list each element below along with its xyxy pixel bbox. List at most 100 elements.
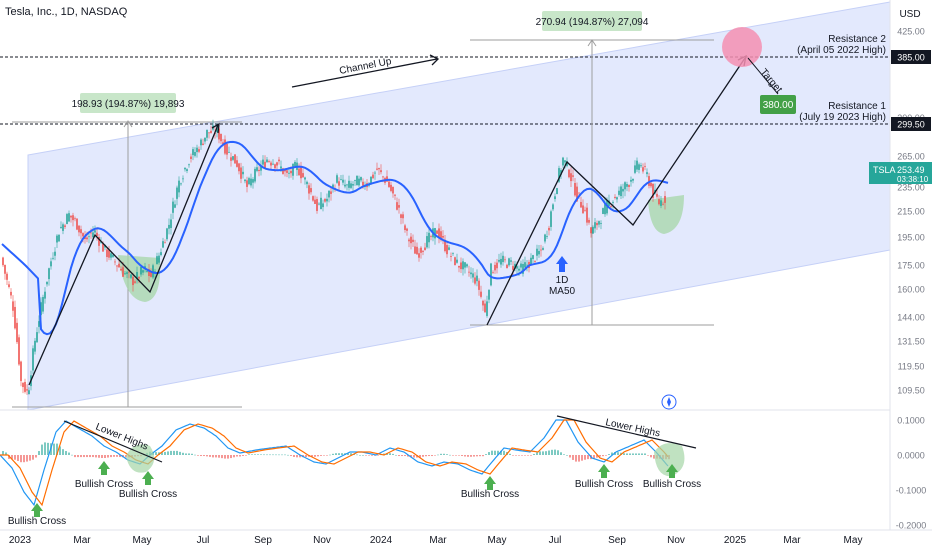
histogram-bar — [38, 451, 40, 455]
candle — [358, 175, 360, 188]
candle — [598, 220, 600, 228]
histogram-bar — [545, 451, 547, 455]
candle — [628, 184, 630, 192]
histogram-bar — [191, 453, 193, 455]
candle — [340, 174, 342, 181]
candle — [360, 176, 362, 183]
histogram-bar — [593, 455, 595, 459]
histogram-bar — [398, 455, 400, 457]
histogram-bar — [188, 453, 190, 455]
price-tick-label: 131.50 — [897, 337, 925, 347]
candle — [436, 229, 438, 234]
candle — [640, 162, 642, 168]
candle — [28, 387, 30, 395]
candle — [26, 384, 28, 395]
histogram-bar — [278, 454, 280, 456]
candle — [638, 162, 640, 174]
histogram-bar — [125, 455, 127, 458]
histogram-bar — [611, 452, 613, 455]
candle — [130, 273, 132, 280]
candle — [660, 196, 662, 209]
histogram-bar — [350, 453, 352, 455]
price-tick-label: 160.00 — [897, 285, 925, 295]
histogram-bar — [182, 452, 184, 455]
histogram-bar — [596, 455, 598, 458]
bullish-cross-arrow — [484, 476, 496, 490]
last-price-symbol: TSLA — [873, 165, 896, 175]
histogram-bar — [224, 455, 226, 459]
histogram-bar — [272, 454, 274, 456]
histogram-bar — [23, 455, 25, 463]
candle — [506, 263, 508, 269]
candle — [298, 163, 300, 176]
candle — [644, 162, 646, 171]
histogram-bar — [461, 455, 463, 456]
candle — [66, 212, 68, 225]
histogram-bar — [650, 455, 652, 458]
bullish-cross-arrow — [98, 461, 110, 475]
histogram-bar — [554, 449, 556, 455]
candle — [622, 183, 624, 199]
candle — [312, 195, 314, 202]
histogram-bar — [242, 455, 244, 456]
candle — [162, 237, 164, 249]
histogram-bar — [587, 455, 589, 460]
candle — [64, 223, 66, 229]
resistance-2-title: Resistance 2 — [828, 34, 886, 45]
bullish-cross-arrow — [142, 471, 154, 485]
candle — [394, 194, 396, 200]
price-axis-bg — [890, 0, 932, 530]
add-drawing-icon-glyph — [667, 397, 671, 407]
candle — [188, 163, 190, 168]
candle — [306, 180, 308, 189]
bullish-cross-label: Bullish Cross — [119, 489, 177, 500]
candle — [238, 162, 240, 175]
candle — [376, 162, 378, 171]
candle — [46, 281, 48, 287]
candle — [544, 233, 546, 244]
candle — [500, 252, 502, 268]
histogram-bar — [161, 452, 163, 455]
price-tick-label: 425.00 — [897, 27, 925, 37]
histogram-bar — [458, 455, 460, 456]
histogram-bar — [251, 454, 253, 455]
oscillator-macd-line — [0, 419, 669, 507]
candle — [336, 173, 338, 184]
candle — [80, 225, 82, 240]
candle — [8, 281, 10, 289]
candle — [472, 268, 474, 283]
histogram-bar — [584, 455, 586, 460]
candle — [454, 256, 456, 266]
candle — [314, 195, 316, 204]
candle — [390, 181, 392, 193]
candle — [326, 193, 328, 207]
candle — [624, 181, 626, 197]
histogram-bar — [230, 455, 232, 459]
histogram-bar — [365, 455, 367, 456]
candle — [178, 176, 180, 198]
histogram-bar — [77, 455, 79, 458]
candle — [552, 203, 554, 212]
histogram-bar — [239, 455, 241, 457]
candle — [604, 196, 606, 217]
candle — [520, 260, 522, 273]
candle — [124, 270, 126, 276]
histogram-bar — [446, 454, 448, 455]
histogram-bar — [464, 455, 466, 457]
histogram-bar — [209, 455, 211, 457]
histogram-bar — [395, 454, 397, 456]
candle — [460, 257, 462, 273]
histogram-bar — [437, 454, 439, 456]
time-axis-label: May — [488, 535, 507, 546]
histogram-bar — [419, 455, 421, 458]
histogram-bar — [335, 453, 337, 455]
ma50-label-line1: 1D — [556, 275, 569, 286]
candle — [292, 163, 294, 180]
histogram-bar — [176, 450, 178, 455]
histogram-bar — [440, 453, 442, 455]
histogram-bar — [179, 451, 181, 455]
candle — [62, 222, 64, 235]
candle — [424, 242, 426, 251]
